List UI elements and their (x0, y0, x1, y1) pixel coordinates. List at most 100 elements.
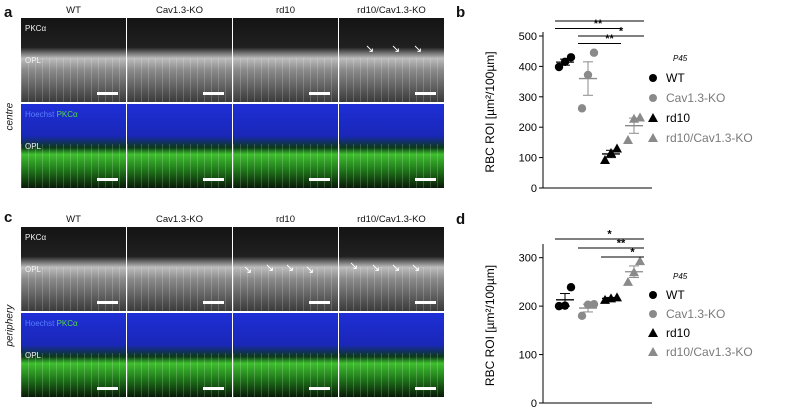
side-label-centre: centre (4, 102, 16, 131)
scale-bar (415, 387, 436, 390)
legend-label: rd10/Cav1.3-KO (666, 131, 753, 145)
column-title-rd10cav-periphery: rd10/Cav1.3-KO (357, 214, 426, 225)
pkc-green-tag: PKCα (54, 110, 78, 119)
data-point (577, 311, 587, 321)
significance-label: * (619, 26, 624, 38)
y-tick-label: 0 (531, 183, 537, 195)
arrow-icon: ↘ (411, 262, 421, 274)
scale-bar (309, 387, 330, 390)
arrow-icon: ↘ (391, 262, 401, 274)
arrow-icon: ↘ (305, 264, 315, 276)
y-tick-label: 300 (519, 253, 537, 265)
chart-d: 0 100 200 300 RBC ROI [µm²/100µm] WT Cav1.3-KO… (483, 229, 753, 409)
column-title-cav-periphery: Cav1.3-KO (156, 214, 203, 225)
pkc-tag: PKCα (25, 233, 47, 242)
data-point (589, 48, 599, 57)
y-tick-label: 200 (519, 301, 537, 313)
scale-bar (415, 92, 436, 95)
data-point (566, 283, 576, 292)
scale-bar (97, 178, 118, 181)
micrograph-centre-pkc-rd10cav: ↘ ↘ ↘ (339, 18, 444, 102)
micrograph-texture (339, 58, 444, 102)
y-tick-label: 200 (519, 122, 537, 134)
y-tick-label: 100 (519, 350, 537, 362)
micrograph-centre-hoechst-pkc-rd10cav (339, 104, 444, 188)
hoechst-tag: Hoechst (25, 110, 55, 119)
micrograph-periphery-hoechst-pkc-rd10 (233, 313, 338, 397)
legend-marker (649, 291, 657, 299)
scale-bar (309, 92, 330, 95)
legend-label: rd10 (666, 326, 690, 340)
data-point (623, 276, 633, 286)
scale-bar (415, 178, 436, 181)
micrograph-texture (127, 353, 232, 397)
column-title-rd10: rd10 (275, 5, 295, 16)
legend-marker (648, 347, 658, 356)
legend-marker (648, 113, 658, 122)
scale-bar (203, 387, 224, 390)
significance-label: ** (617, 238, 626, 250)
legend-marker (648, 133, 658, 142)
legend-label: Cav1.3-KO (666, 307, 725, 321)
legend-label: rd10/Cav1.3-KO (666, 345, 753, 359)
micrograph-texture (127, 58, 232, 102)
micrograph-texture (233, 58, 338, 102)
micrograph-texture (233, 144, 338, 188)
scale-bar (97, 92, 118, 95)
arrow-icon: ↘ (349, 260, 359, 272)
y-tick-label: 100 (519, 153, 537, 165)
legend-label: rd10 (666, 111, 690, 125)
micrograph-texture (233, 353, 338, 397)
data-point (577, 104, 587, 113)
scale-bar (97, 387, 118, 390)
legend-marker (649, 310, 657, 318)
legend-label: WT (666, 71, 685, 85)
y-axis-label: RBC ROI [µm²/100µm] (483, 265, 497, 386)
panel-letter-c: c (4, 209, 13, 226)
opl-tag: OPL (25, 265, 42, 274)
micrograph-texture (127, 267, 232, 311)
arrow-icon: ↘ (371, 262, 381, 274)
data-point (566, 53, 576, 62)
column-title-wt: WT (66, 5, 81, 16)
micrograph-periphery-hoechst-pkc-wt: Hoechst PKCα OPL (21, 313, 126, 397)
data-point (623, 134, 633, 144)
legend-marker (649, 74, 657, 82)
y-tick-label: 400 (519, 61, 537, 73)
data-point (600, 155, 610, 165)
significance-label: * (630, 247, 635, 259)
column-title-wt-periphery: WT (66, 214, 81, 225)
micrograph-texture (339, 353, 444, 397)
opl-tag: OPL (25, 142, 42, 151)
data-point (589, 299, 599, 309)
micrograph-periphery-pkc-rd10cav: ↘ ↘ ↘ ↘ (339, 227, 444, 311)
micrograph-centre-pkc-cav (127, 18, 232, 102)
significance-label: ** (605, 33, 614, 45)
micrograph-periphery-hoechst-pkc-rd10cav (339, 313, 444, 397)
micrograph-centre-hoechst-pkc-wt: Hoechst PKCα OPL (21, 104, 126, 188)
micrograph-periphery-hoechst-pkc-cav (127, 313, 232, 397)
hoechst-tag: Hoechst (25, 319, 55, 328)
arrow-icon: ↘ (265, 262, 275, 274)
panel-letter-b: b (456, 4, 466, 21)
scale-bar (203, 92, 224, 95)
scale-bar (203, 178, 224, 181)
scale-bar (97, 301, 118, 304)
panel-letter-d: d (456, 211, 466, 228)
scale-bar (415, 301, 436, 304)
y-axis-label: RBC ROI [µm²/100µm] (483, 51, 497, 172)
significance-label: ** (605, 16, 614, 23)
significance-label: * (607, 229, 612, 241)
column-title-rd10cav: rd10/Cav1.3-KO (357, 5, 426, 16)
pkc-green-tag: PKCα (54, 319, 78, 328)
significance-label: ** (594, 18, 603, 30)
legend-label: WT (666, 288, 685, 302)
micrograph-texture (127, 144, 232, 188)
micrograph-periphery-pkc-wt: PKCα OPL (21, 227, 126, 311)
y-tick-label: 0 (531, 398, 537, 409)
scale-bar (203, 301, 224, 304)
scale-bar (309, 178, 330, 181)
hoechst-pkc-tag: Hoechst PKCα (25, 110, 78, 119)
micrograph-centre-hoechst-pkc-cav (127, 104, 232, 188)
legend-marker (649, 94, 657, 102)
